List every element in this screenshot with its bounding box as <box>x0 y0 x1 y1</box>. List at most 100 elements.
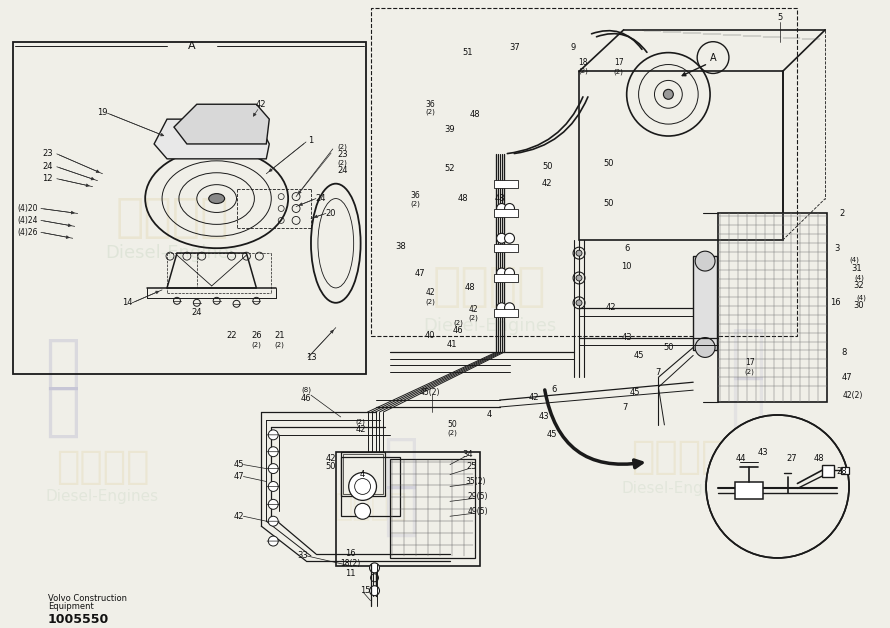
Circle shape <box>268 430 279 440</box>
Text: (2): (2) <box>469 315 479 321</box>
Text: 46: 46 <box>301 394 311 403</box>
Text: 45: 45 <box>233 460 244 469</box>
Bar <box>693 256 717 350</box>
Text: (4)20: (4)20 <box>18 204 38 213</box>
Text: 48: 48 <box>465 283 475 293</box>
Circle shape <box>663 89 674 99</box>
Text: 37: 37 <box>509 43 520 52</box>
Text: 50: 50 <box>603 199 614 208</box>
Text: 动
力: 动 力 <box>731 325 765 430</box>
Text: 33: 33 <box>297 551 309 560</box>
Text: 41: 41 <box>447 340 457 349</box>
Text: 柴发动力: 柴发动力 <box>433 266 546 310</box>
Text: 柴发动力: 柴发动力 <box>56 448 150 485</box>
Text: 52: 52 <box>445 165 455 173</box>
Text: Diesel-Engines: Diesel-Engines <box>622 481 735 496</box>
Circle shape <box>349 472 376 501</box>
Bar <box>841 467 849 474</box>
Bar <box>341 452 385 496</box>
Text: 12: 12 <box>43 174 53 183</box>
Text: Equipment: Equipment <box>48 602 93 610</box>
Text: 32: 32 <box>854 281 864 290</box>
Circle shape <box>268 482 279 492</box>
Text: (2): (2) <box>578 67 588 73</box>
Text: (2): (2) <box>410 200 420 207</box>
Text: 42: 42 <box>425 288 435 298</box>
Text: 23: 23 <box>337 150 348 160</box>
Text: (2): (2) <box>447 430 457 436</box>
Text: 47: 47 <box>842 373 853 382</box>
Circle shape <box>268 447 279 457</box>
Text: 7: 7 <box>622 403 627 411</box>
Text: 23: 23 <box>42 149 53 158</box>
Text: Diesel-Engines: Diesel-Engines <box>423 317 556 335</box>
Text: 18: 18 <box>578 58 587 67</box>
Text: 48: 48 <box>814 454 825 463</box>
Text: 21: 21 <box>274 331 285 340</box>
Text: (4)24: (4)24 <box>18 216 38 225</box>
Text: (4): (4) <box>854 274 864 281</box>
Text: 7: 7 <box>656 368 661 377</box>
Circle shape <box>505 303 514 313</box>
Text: 44: 44 <box>736 454 746 463</box>
Text: 15: 15 <box>360 586 371 595</box>
Text: 20: 20 <box>326 209 336 218</box>
Text: 42: 42 <box>326 454 336 463</box>
Text: 42: 42 <box>355 425 366 435</box>
Text: 43: 43 <box>757 448 768 457</box>
Text: 42(2): 42(2) <box>843 391 863 399</box>
Text: 30: 30 <box>854 301 864 310</box>
Text: (2): (2) <box>425 298 435 305</box>
Circle shape <box>695 337 715 357</box>
Bar <box>735 482 763 499</box>
Bar <box>391 458 474 558</box>
Text: 35(2): 35(2) <box>465 477 486 486</box>
Text: 36: 36 <box>410 191 420 200</box>
Circle shape <box>268 499 279 509</box>
Bar <box>822 465 834 477</box>
Text: 50: 50 <box>542 162 553 171</box>
Text: 43: 43 <box>539 413 550 421</box>
Text: 50: 50 <box>326 462 336 471</box>
Circle shape <box>576 275 582 281</box>
Text: (4): (4) <box>856 295 866 301</box>
Text: 8: 8 <box>841 348 846 357</box>
Text: (2): (2) <box>274 341 284 348</box>
Circle shape <box>505 203 514 214</box>
Text: A: A <box>188 41 196 51</box>
Text: 3: 3 <box>835 244 840 252</box>
Circle shape <box>497 268 506 278</box>
Text: 13: 13 <box>305 353 316 362</box>
Circle shape <box>497 234 506 243</box>
Circle shape <box>268 516 279 526</box>
Text: 51: 51 <box>463 48 473 57</box>
Circle shape <box>497 303 506 313</box>
Text: 50: 50 <box>603 160 614 168</box>
Text: 48: 48 <box>494 194 505 203</box>
Text: 19: 19 <box>97 107 108 117</box>
Text: 27: 27 <box>786 454 797 463</box>
Text: 25: 25 <box>466 462 477 471</box>
Circle shape <box>505 234 514 243</box>
Text: 柴发动力: 柴发动力 <box>632 438 725 475</box>
Polygon shape <box>174 104 270 144</box>
Bar <box>341 457 400 516</box>
Polygon shape <box>154 119 270 159</box>
Text: 9: 9 <box>570 43 576 52</box>
Text: 48: 48 <box>469 110 480 119</box>
Text: 42: 42 <box>469 305 479 314</box>
Text: 45: 45 <box>547 430 557 440</box>
Text: 45: 45 <box>634 351 643 360</box>
Bar <box>343 453 384 494</box>
Text: 31: 31 <box>852 264 862 273</box>
Text: 42: 42 <box>542 179 553 188</box>
Bar <box>13 41 366 374</box>
Circle shape <box>369 563 379 573</box>
Text: 49(5): 49(5) <box>467 507 488 516</box>
Text: 42: 42 <box>605 303 616 312</box>
Text: 47: 47 <box>233 472 244 481</box>
Text: 柴发动力: 柴发动力 <box>115 196 229 241</box>
Text: 5: 5 <box>777 13 782 23</box>
Text: 50: 50 <box>447 420 457 430</box>
Text: 45(2): 45(2) <box>420 387 441 397</box>
